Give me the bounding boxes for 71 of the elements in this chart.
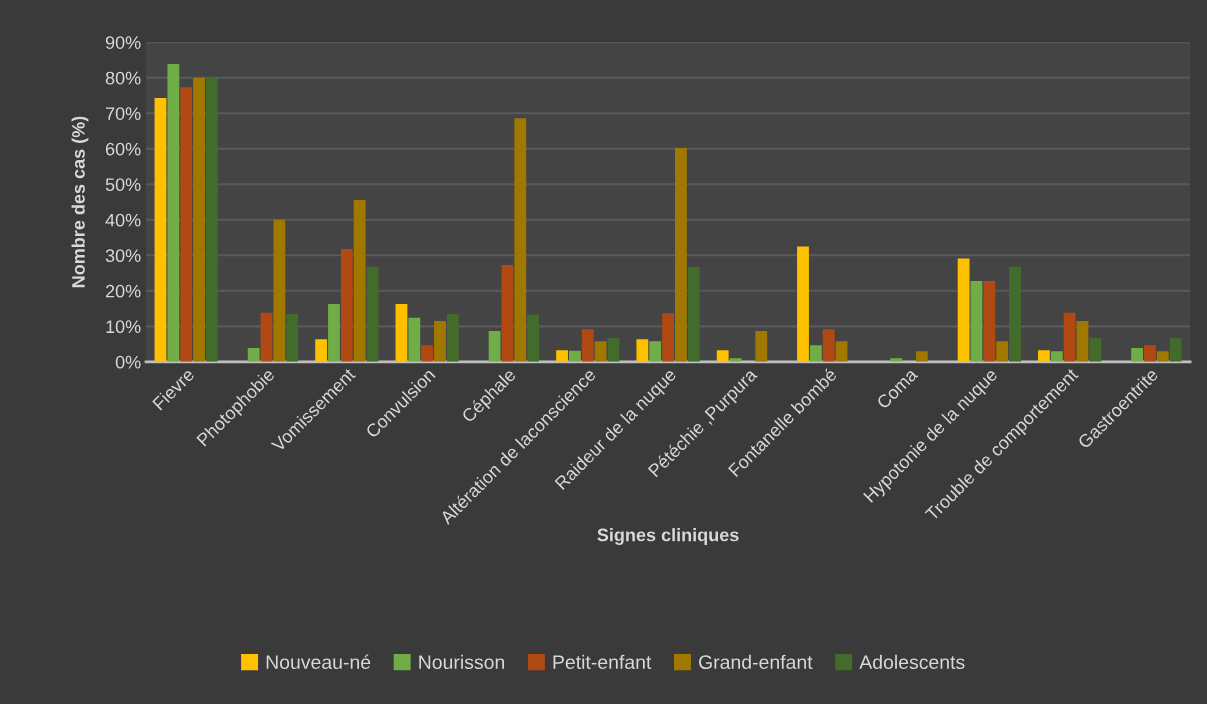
bar — [205, 77, 218, 362]
bar — [636, 339, 649, 362]
bar — [315, 339, 328, 362]
bar — [594, 341, 607, 362]
y-tick-label: 50% — [105, 178, 141, 192]
y-tick-label: 20% — [105, 284, 141, 298]
bar — [1089, 338, 1102, 362]
legend-label: Adolescents — [859, 654, 965, 670]
y-tick-label: 40% — [105, 213, 141, 227]
bar — [514, 118, 527, 362]
bar — [286, 313, 299, 362]
bar — [915, 351, 928, 362]
bar — [1050, 351, 1063, 362]
bar — [154, 98, 167, 362]
bar — [809, 345, 822, 362]
bar — [366, 266, 379, 362]
bar — [353, 199, 366, 362]
bar — [1144, 345, 1156, 362]
bar — [687, 267, 700, 362]
bar — [996, 341, 1009, 362]
bar — [340, 248, 353, 362]
y-tick-label: 30% — [105, 249, 141, 263]
bar — [446, 313, 459, 362]
legend-label: Petit-enfant — [553, 654, 652, 670]
y-tick-label: 10% — [106, 320, 141, 334]
bar — [273, 219, 286, 362]
y-tick-label: 0% — [115, 355, 141, 369]
bar — [527, 314, 540, 362]
x-axis-title: Signes cliniques — [597, 528, 739, 545]
bar — [822, 329, 835, 362]
bar — [247, 348, 260, 362]
y-axis-title: Nombre des cas (%) — [71, 116, 89, 288]
bar — [675, 148, 687, 362]
bar — [1169, 338, 1182, 362]
bar — [260, 312, 273, 362]
y-tick-label: 80% — [105, 71, 141, 85]
bar — [408, 317, 421, 362]
bar — [983, 280, 996, 362]
bar — [716, 350, 729, 362]
bar — [662, 313, 674, 362]
y-tick-label: 60% — [105, 142, 141, 156]
bar — [581, 329, 594, 362]
bar — [970, 280, 983, 362]
bar — [1131, 348, 1144, 362]
bar — [797, 246, 809, 362]
bar — [167, 63, 180, 362]
bar — [434, 321, 446, 362]
bar — [395, 303, 408, 362]
bar — [649, 341, 662, 362]
bar — [1009, 266, 1021, 362]
bar — [556, 350, 568, 362]
bar — [328, 303, 340, 362]
bar — [607, 338, 620, 362]
bar — [488, 330, 501, 362]
bar — [1076, 321, 1089, 362]
bar — [1156, 351, 1169, 362]
bar — [1063, 312, 1076, 362]
y-tick-label: 90% — [105, 36, 141, 49]
legend-label: Grand-enfant — [699, 654, 813, 670]
bar — [193, 77, 205, 362]
bar — [421, 345, 434, 362]
bar — [755, 330, 768, 362]
bar — [957, 258, 970, 362]
bar — [569, 350, 581, 362]
bar — [1038, 350, 1050, 362]
y-tick-label: 70% — [105, 107, 141, 120]
legend-label: Nouveau-né — [266, 654, 371, 670]
bar — [501, 264, 514, 362]
bar — [835, 341, 848, 362]
legend-label: Nourisson — [419, 654, 505, 670]
bar — [180, 87, 193, 362]
